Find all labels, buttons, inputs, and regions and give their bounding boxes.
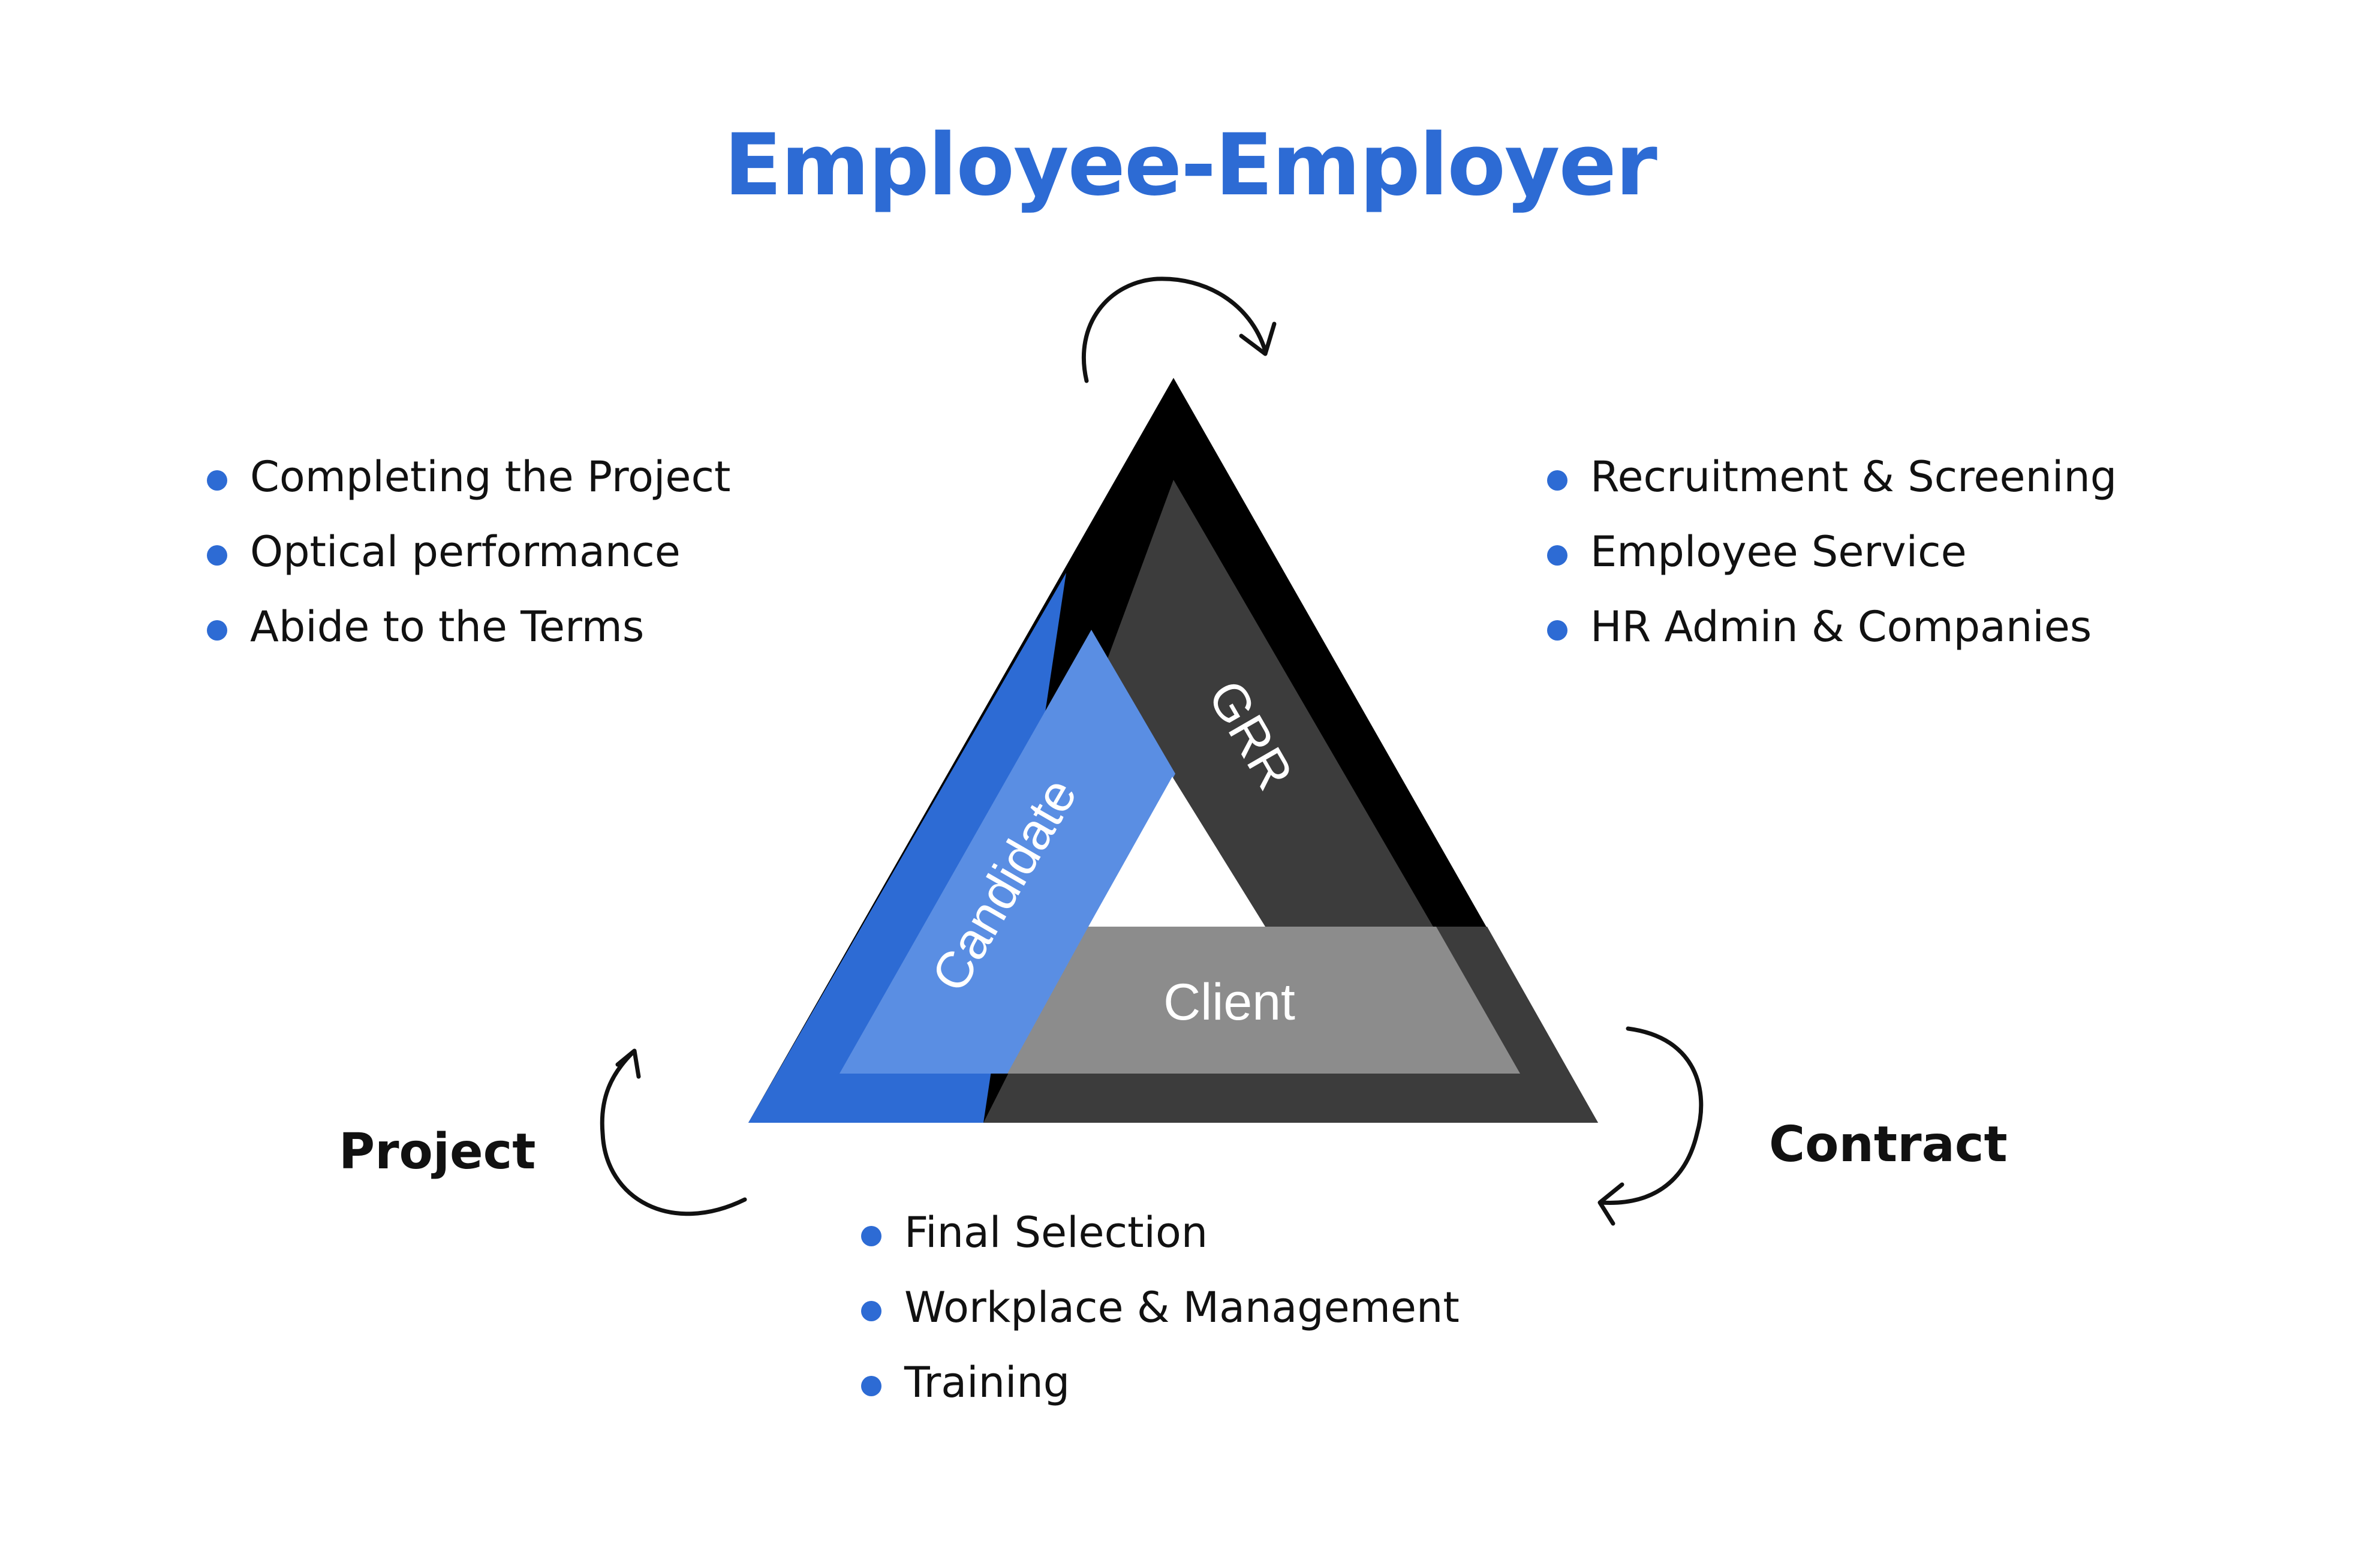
responsibilities-list-candidate: Completing the Project Optical performan… [207, 456, 730, 681]
candidate-band [840, 630, 1175, 1074]
list-item: Abide to the Terms [207, 606, 730, 681]
corner-label-project: Project [339, 1123, 536, 1180]
list-item: Optical performance [207, 531, 730, 606]
bullet-dot-icon [861, 1226, 881, 1246]
bullet-dot-icon [1547, 545, 1567, 566]
list-item: HR Admin & Companies [1547, 606, 2117, 681]
corner-label-contract: Contract [1769, 1116, 2008, 1173]
curved-arrow-icon [1082, 276, 1277, 383]
list-item: Recruitment & Screening [1547, 456, 2117, 531]
bullet-dot-icon [207, 620, 227, 641]
list-item: Completing the Project [207, 456, 730, 531]
curved-arrow-icon [600, 1048, 747, 1216]
responsibilities-list-grr: Recruitment & Screening Employee Service… [1547, 456, 2117, 681]
list-item: Workplace & Management [861, 1286, 1460, 1361]
curved-arrow-icon [1597, 1026, 1704, 1226]
bullet-dot-icon [207, 545, 227, 566]
diagram-title: Employee-Employer [724, 116, 1657, 215]
bullet-dot-icon [861, 1376, 881, 1396]
list-item: Final Selection [861, 1212, 1460, 1286]
client-band [1007, 927, 1520, 1074]
bullet-dot-icon [1547, 620, 1567, 641]
bullet-dot-icon [1547, 470, 1567, 491]
center-hole [1088, 777, 1265, 927]
segment-label-client: Client [1163, 973, 1295, 1031]
responsibilities-list-client: Final Selection Workplace & Management T… [861, 1212, 1460, 1436]
list-item: Training [861, 1361, 1460, 1436]
bullet-dot-icon [861, 1301, 881, 1321]
list-item: Employee Service [1547, 531, 2117, 606]
bullet-dot-icon [207, 470, 227, 491]
